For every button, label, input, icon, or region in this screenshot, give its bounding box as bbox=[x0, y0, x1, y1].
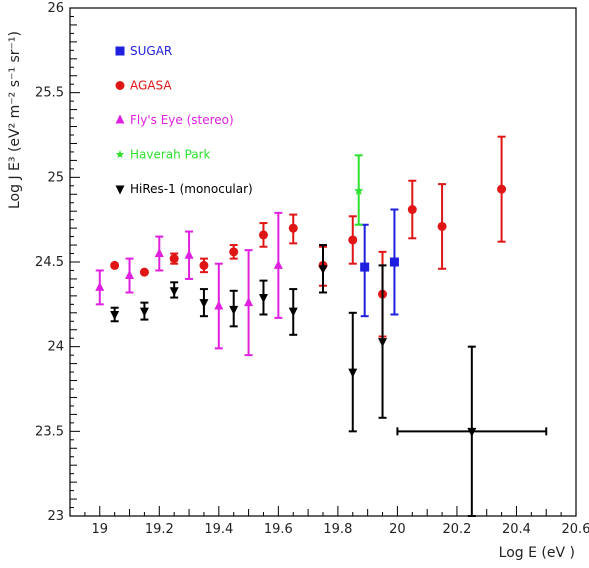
data-point-triangle bbox=[154, 248, 164, 258]
series-sugar bbox=[360, 208, 399, 318]
x-tick-label: 20.6 bbox=[562, 522, 589, 537]
data-point-triangle-down bbox=[115, 185, 125, 195]
x-tick-label: 19.6 bbox=[264, 522, 293, 537]
x-tick-label: 19 bbox=[91, 522, 108, 537]
data-point-square bbox=[360, 262, 370, 272]
data-point-triangle bbox=[95, 281, 105, 291]
data-point-triangle-down bbox=[467, 427, 477, 437]
legend-item: HiRes-1 (monocular) bbox=[115, 182, 253, 196]
data-point-circle bbox=[229, 247, 239, 257]
legend-label: Fly's Eye (stereo) bbox=[130, 113, 234, 127]
y-tick-label: 26 bbox=[47, 1, 64, 16]
legend-item: Haverah Park bbox=[115, 148, 211, 162]
data-point-circle bbox=[169, 254, 179, 264]
data-point-triangle-down bbox=[110, 310, 120, 320]
data-point-triangle-down bbox=[199, 299, 209, 309]
data-point-circle bbox=[139, 267, 149, 277]
data-point-triangle-down bbox=[378, 338, 388, 348]
series-agasa bbox=[110, 135, 507, 338]
data-point-circle bbox=[437, 221, 447, 231]
data-point-circle bbox=[288, 223, 298, 233]
data-point-circle bbox=[407, 205, 417, 215]
data-point-triangle-down bbox=[258, 294, 268, 304]
y-tick-label: 25 bbox=[47, 170, 64, 185]
x-tick-label: 19.4 bbox=[204, 522, 233, 537]
data-point-triangle-down bbox=[288, 307, 298, 317]
series-fly-s-eye-stereo bbox=[95, 211, 283, 357]
legend: SUGAR AGASA Fly's Eye (stereo) Haverah Park… bbox=[115, 44, 253, 196]
data-point-star bbox=[115, 150, 125, 159]
x-tick-label: 20 bbox=[389, 522, 406, 537]
data-point-star bbox=[353, 185, 364, 195]
data-point-triangle-down bbox=[139, 307, 149, 317]
data-point-circle bbox=[258, 230, 268, 240]
data-point-square bbox=[115, 46, 125, 56]
data-point-triangle bbox=[214, 300, 224, 310]
series-haverah-park bbox=[353, 154, 364, 226]
legend-label: SUGAR bbox=[130, 44, 172, 58]
axis-ticks bbox=[69, 7, 577, 517]
data-point-square bbox=[389, 257, 399, 267]
data-marks bbox=[95, 135, 548, 517]
x-axis-label: Log E (eV ) bbox=[499, 545, 575, 561]
data-point-triangle-down bbox=[229, 305, 239, 315]
x-tick-label: 19.2 bbox=[145, 522, 174, 537]
data-point-triangle bbox=[244, 297, 254, 307]
data-point-circle bbox=[199, 260, 209, 270]
data-point-triangle-down bbox=[169, 287, 179, 297]
legend-label: Haverah Park bbox=[130, 148, 211, 162]
data-point-triangle bbox=[273, 259, 283, 269]
legend-item: SUGAR bbox=[115, 44, 172, 58]
y-tick-label: 23.5 bbox=[35, 424, 64, 439]
y-tick-label: 23 bbox=[47, 509, 64, 524]
x-tick-label: 19.8 bbox=[323, 522, 352, 537]
data-point-triangle bbox=[125, 270, 135, 280]
legend-item: AGASA bbox=[115, 79, 172, 93]
data-point-triangle-down bbox=[348, 368, 358, 378]
y-tick-label: 24.5 bbox=[35, 255, 64, 270]
series-hires-1-monocular bbox=[110, 244, 548, 517]
y-tick-label: 24 bbox=[47, 340, 64, 355]
y-axis-label: Log J E³ (eV² m⁻² s⁻¹ sr⁻¹) bbox=[7, 31, 23, 209]
data-point-circle bbox=[348, 235, 358, 245]
data-point-circle bbox=[110, 260, 120, 270]
legend-label: HiRes-1 (monocular) bbox=[130, 182, 253, 196]
x-tick-label: 20.4 bbox=[502, 522, 531, 537]
data-point-circle bbox=[115, 81, 125, 90]
tick-labels: 19 19.2 19.4 19.6 19.8 20 20.2 20.4 20.6 23 23.5 24… bbox=[35, 1, 589, 537]
legend-item: Fly's Eye (stereo) bbox=[115, 113, 234, 127]
x-tick-label: 20.2 bbox=[442, 522, 471, 537]
data-point-triangle-down bbox=[318, 265, 328, 275]
data-point-circle bbox=[497, 184, 507, 194]
legend-label: AGASA bbox=[130, 79, 172, 93]
y-tick-label: 25.5 bbox=[35, 86, 64, 101]
data-point-triangle bbox=[115, 114, 125, 124]
data-point-triangle bbox=[184, 249, 194, 259]
